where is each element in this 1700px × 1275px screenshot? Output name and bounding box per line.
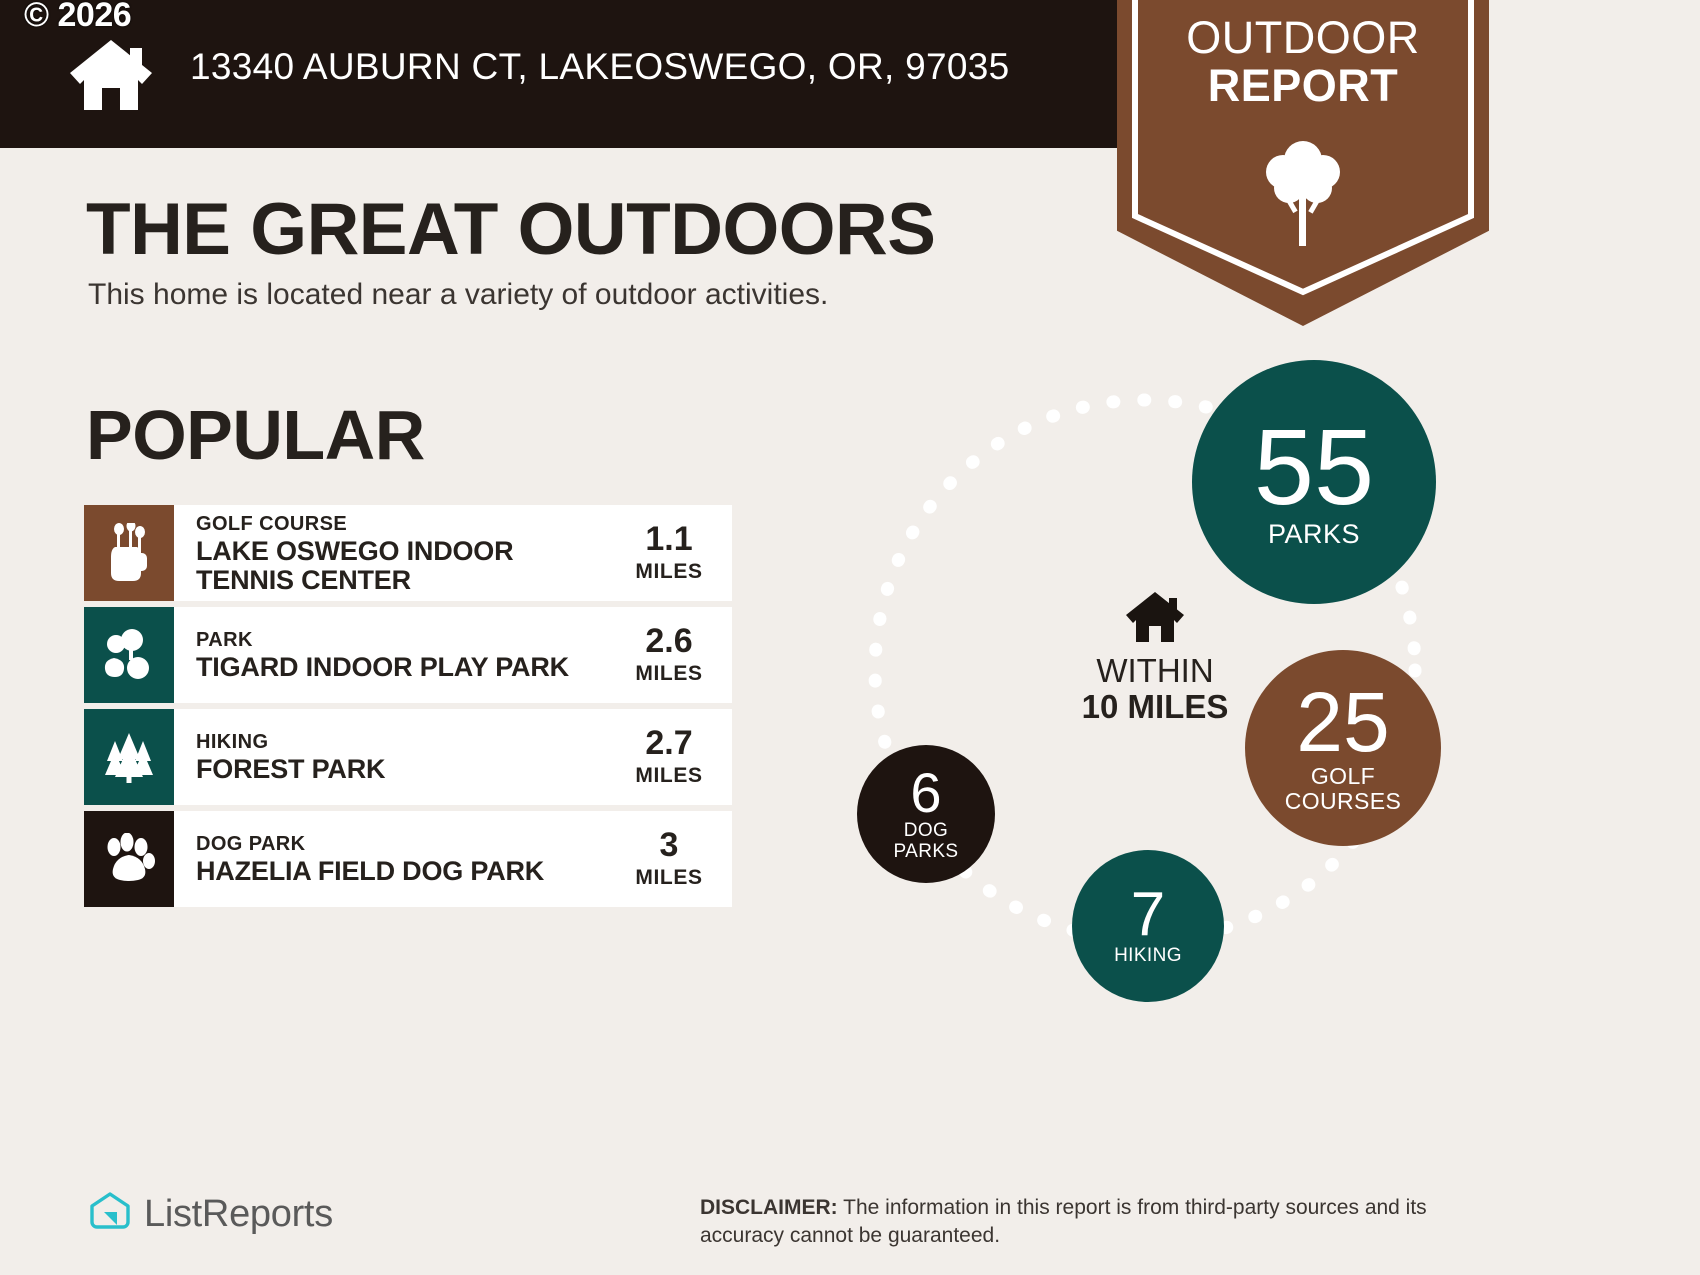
bubble-value: 55 — [1253, 405, 1375, 527]
copyright-label: © 2026 — [24, 0, 132, 34]
golf-bag-icon — [84, 505, 174, 601]
list-item-category: HIKING — [196, 731, 269, 754]
distance-unit: MILES — [635, 764, 703, 787]
list-item-distance: 2.7 MILES — [612, 709, 732, 805]
list-item-category: PARK — [196, 629, 253, 652]
bubble-label-line2: PARKS — [893, 840, 959, 862]
center-line2: 10 MILES — [1081, 688, 1229, 726]
bubble-golf-courses[interactable]: 25 GOLF COURSES — [1245, 650, 1441, 846]
list-item-category: GOLF COURSE — [196, 513, 348, 536]
list-item[interactable]: DOG PARK HAZELIA FIELD DOG PARK 3 MILES — [84, 811, 732, 907]
bubble-value: 7 — [1130, 879, 1166, 949]
list-item-text: HIKING FOREST PARK — [174, 709, 612, 805]
list-item-distance: 3 MILES — [612, 811, 732, 907]
list-item[interactable]: GOLF COURSE LAKE OSWEGO INDOOR TENNIS CE… — [84, 505, 732, 601]
badge-inner-border — [1132, 0, 1474, 296]
list-item-text: PARK TIGARD INDOOR PLAY PARK — [174, 607, 612, 703]
distance-value: 1.1 — [645, 520, 693, 558]
bubble-parks[interactable]: 55 PARKS — [1192, 360, 1436, 604]
bubble-label-line1: GOLF — [1310, 762, 1376, 789]
distance-unit: MILES — [635, 866, 703, 889]
distance-value: 3 — [659, 826, 679, 864]
list-item-text: DOG PARK HAZELIA FIELD DOG PARK — [174, 811, 612, 907]
bubble-label-line2: COURSES — [1284, 787, 1402, 814]
listreports-logo[interactable]: ListReports — [88, 1190, 333, 1239]
list-item-name: HAZELIA FIELD DOG PARK — [196, 856, 545, 887]
disclaimer-text: The information in this report is from t… — [700, 1196, 1427, 1248]
distance-value: 2.6 — [645, 622, 693, 660]
bubble-label-line1: DOG — [903, 819, 949, 841]
dotted-circle-path — [868, 393, 1422, 947]
property-address: 13340 AUBURN CT, LAKEOSWEGO, OR, 97035 — [190, 46, 1010, 87]
home-icon — [1030, 590, 1280, 649]
bubble-hiking[interactable]: 7 HIKING — [1072, 850, 1224, 1002]
bubble-label: PARKS — [1267, 519, 1361, 550]
list-item-distance: 2.6 MILES — [612, 607, 732, 703]
distance-value: 2.7 — [645, 724, 693, 762]
list-item[interactable]: PARK TIGARD INDOOR PLAY PARK 2.6 MILES — [84, 607, 732, 703]
badge-title-line2: REPORT — [1207, 59, 1399, 111]
badge-title-line1: OUTDOOR — [1186, 12, 1420, 63]
bubble-value: 25 — [1296, 674, 1390, 769]
list-item-name: TIGARD INDOOR PLAY PARK — [196, 652, 569, 683]
paw-print-icon — [84, 811, 174, 907]
bubble-dog-parks[interactable]: 6 DOG PARKS — [857, 745, 995, 883]
popular-heading: POPULAR — [86, 396, 425, 474]
tree-icon — [1259, 136, 1347, 253]
page-title: THE GREAT OUTDOORS — [86, 189, 936, 270]
list-item-text: GOLF COURSE LAKE OSWEGO INDOOR TENNIS CE… — [174, 505, 612, 601]
bubble-label: HIKING — [1114, 945, 1182, 967]
list-item-distance: 1.1 MILES — [612, 505, 732, 601]
list-item[interactable]: HIKING FOREST PARK 2.7 MILES — [84, 709, 732, 805]
list-item-name: FOREST PARK — [196, 754, 386, 785]
page-subtitle: This home is located near a variety of o… — [88, 278, 829, 311]
disclaimer: DISCLAIMER: The information in this repo… — [700, 1194, 1500, 1251]
center-line1: WITHIN — [1096, 652, 1214, 689]
listreports-wordmark: ListReports — [144, 1193, 333, 1235]
list-item-category: DOG PARK — [196, 833, 306, 856]
park-trees-icon — [84, 607, 174, 703]
list-item-name: LAKE OSWEGO INDOOR TENNIS CENTER — [196, 536, 514, 595]
distance-unit: MILES — [635, 560, 703, 583]
badge-title: OUTDOOR REPORT — [1117, 14, 1489, 109]
bubble-value: 6 — [910, 761, 942, 825]
disclaimer-label: DISCLAIMER: — [700, 1196, 838, 1219]
diagram-center-label: WITHIN 10 MILES — [1030, 590, 1280, 726]
outdoor-report-badge: OUTDOOR REPORT — [1117, 0, 1489, 326]
amenities-bubble-diagram: 55 PARKS 25 GOLF COURSES 7 HIKING 6 DOG … — [800, 340, 1520, 1060]
listreports-house-icon — [88, 1190, 132, 1239]
pine-trees-icon — [84, 709, 174, 805]
popular-list: GOLF COURSE LAKE OSWEGO INDOOR TENNIS CE… — [84, 505, 732, 913]
distance-unit: MILES — [635, 662, 703, 685]
home-icon — [68, 38, 154, 112]
